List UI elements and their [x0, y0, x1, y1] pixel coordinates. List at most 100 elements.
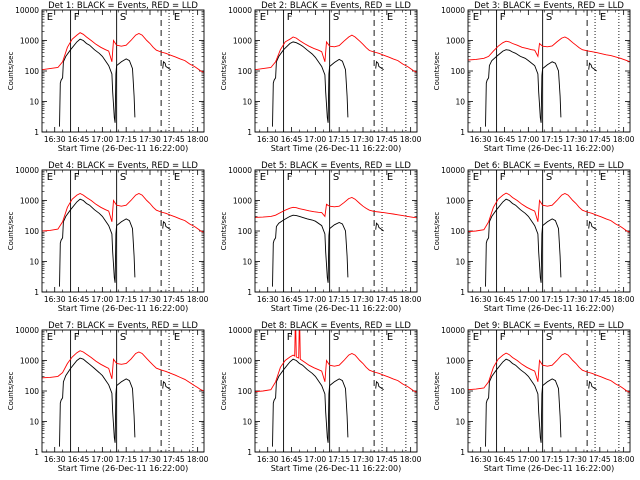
y-axis-label: Counts/sec [220, 212, 228, 251]
detector-panel: Det 9: BLACK = Events, RED = LLD 1 10 100 10… [433, 321, 635, 473]
panel-title: Det 2: BLACK = Events, RED = LLD [261, 1, 411, 11]
marker-letter: E [600, 12, 606, 23]
series-tail [375, 222, 384, 232]
marker-letter: E [600, 332, 606, 343]
y-tick-label: 10000 [228, 166, 252, 175]
x-tick-label: 17:00 [92, 295, 114, 304]
y-tick-label: 10 [29, 418, 39, 427]
x-tick-label: 17:45 [376, 295, 398, 304]
series-events [485, 358, 562, 447]
y-tick-label: 10 [455, 98, 465, 107]
y-tick-label: 10 [29, 258, 39, 267]
detector-panel: Det 1: BLACK = Events, RED = LLD 1 10 100 10… [7, 1, 209, 153]
detector-panel: Det 5: BLACK = Events, RED = LLD 1 10 100 10… [220, 161, 422, 313]
y-tick-label: 100 [451, 387, 466, 396]
x-axis-label: Start Time (26-Dec-11 16:22:00) [484, 304, 615, 313]
y-tick-label: 1 [34, 448, 39, 457]
x-tick-label: 16:45 [68, 135, 90, 144]
marker-letter: S [120, 12, 126, 23]
y-tick-label: 1000 [446, 37, 465, 46]
panel-title: Det 3: BLACK = Events, RED = LLD [474, 1, 624, 11]
x-tick-label: 17:00 [518, 455, 540, 464]
series-events [59, 357, 136, 447]
x-tick-label: 18:00 [400, 135, 422, 144]
y-tick-label: 10 [242, 418, 252, 427]
marker-letter: S [546, 12, 552, 23]
x-tick-label: 17:15 [115, 295, 137, 304]
plot-frame [467, 9, 631, 133]
y-axis-label: Counts/sec [220, 52, 228, 91]
detector-panel: Det 8: BLACK = Events, RED = LLD 1 10 100 10… [220, 321, 422, 473]
plot-area [42, 330, 204, 452]
detector-panel: Det 3: BLACK = Events, RED = LLD 1 10 100 10… [433, 1, 635, 153]
x-tick-label: 16:30 [257, 295, 279, 304]
y-tick-label: 10000 [441, 6, 465, 15]
y-tick-label: 1 [460, 288, 465, 297]
detector-panel: Det 6: BLACK = Events, RED = LLD 1 10 100 10… [433, 161, 635, 313]
marker-letter: S [120, 172, 126, 183]
detector-panel: Det 7: BLACK = Events, RED = LLD 1 10 100 10… [7, 321, 209, 473]
marker-letter: E [387, 12, 393, 23]
series-events [485, 198, 562, 287]
x-tick-label: 17:30 [352, 135, 374, 144]
plot-area [255, 330, 417, 452]
x-tick-label: 17:30 [139, 295, 161, 304]
detector-panel: Det 2: BLACK = Events, RED = LLD 1 10 100 10… [220, 1, 422, 153]
marker-letter: E [473, 332, 479, 343]
y-axis-label: Counts/sec [7, 372, 15, 411]
x-tick-label: 17:45 [589, 295, 611, 304]
marker-letter: F [287, 172, 293, 183]
plot-area [255, 10, 417, 132]
x-tick-label: 17:30 [139, 455, 161, 464]
x-tick-label: 17:30 [139, 135, 161, 144]
y-tick-label: 1000 [20, 357, 39, 366]
y-tick-label: 10 [29, 98, 39, 107]
series-events [59, 198, 136, 287]
marker-letter: E [260, 12, 266, 23]
x-tick-label: 17:00 [305, 455, 327, 464]
x-axis-label: Start Time (26-Dec-11 16:22:00) [271, 144, 402, 153]
marker-letter: F [74, 12, 80, 23]
y-tick-label: 1 [460, 128, 465, 137]
x-tick-label: 18:00 [613, 135, 635, 144]
y-tick-label: 1000 [20, 197, 39, 206]
marker-letter: S [546, 332, 552, 343]
x-tick-label: 16:30 [257, 135, 279, 144]
y-tick-label: 100 [238, 387, 253, 396]
x-tick-label: 17:15 [115, 135, 137, 144]
series-lld [255, 197, 417, 219]
x-tick-label: 17:15 [328, 135, 350, 144]
plot-frame [254, 9, 418, 133]
series-tail [162, 220, 171, 231]
series-lld [255, 34, 417, 73]
x-tick-label: 17:45 [163, 295, 185, 304]
marker-letter: E [174, 332, 180, 343]
x-tick-label: 17:45 [163, 455, 185, 464]
series-tail [375, 380, 384, 391]
y-tick-label: 1 [247, 448, 252, 457]
y-tick-label: 10000 [15, 166, 39, 175]
marker-letter: E [174, 172, 180, 183]
x-tick-label: 16:30 [470, 455, 492, 464]
x-tick-label: 17:30 [565, 135, 587, 144]
plot-area [255, 170, 417, 292]
marker-letter: F [74, 172, 80, 183]
marker-letter: F [74, 332, 80, 343]
y-tick-label: 10000 [15, 326, 39, 335]
y-tick-label: 1 [247, 128, 252, 137]
y-tick-label: 100 [238, 227, 253, 236]
series-events [485, 49, 562, 127]
y-tick-label: 1000 [233, 37, 252, 46]
x-tick-label: 17:15 [115, 455, 137, 464]
x-tick-label: 16:30 [470, 295, 492, 304]
series-events [59, 38, 136, 127]
y-tick-label: 10000 [228, 6, 252, 15]
marker-letter: E [47, 172, 53, 183]
y-tick-label: 10 [455, 418, 465, 427]
plot-frame [41, 9, 205, 133]
y-tick-label: 1 [34, 288, 39, 297]
plot-area [42, 10, 204, 132]
panel-title: Det 9: BLACK = Events, RED = LLD [474, 321, 624, 331]
x-tick-label: 16:45 [281, 135, 303, 144]
